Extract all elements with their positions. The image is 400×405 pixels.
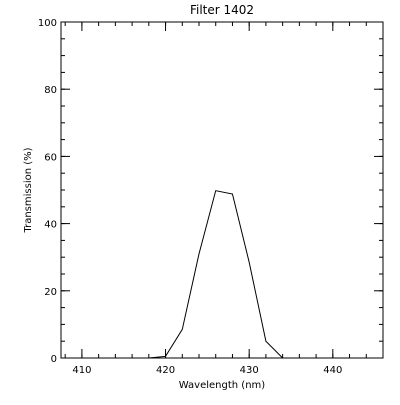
y-tick-label: 80 bbox=[44, 85, 57, 96]
y-tick-label: 100 bbox=[38, 18, 57, 29]
x-axis-label: Wavelength (nm) bbox=[179, 380, 265, 391]
transmission-line bbox=[148, 190, 291, 359]
plot-frame bbox=[60, 21, 384, 359]
y-axis-label: Transmission (%) bbox=[23, 147, 34, 233]
x-tick-label: 410 bbox=[72, 365, 91, 376]
y-tick-label: 40 bbox=[44, 220, 57, 231]
x-tick-label: 440 bbox=[323, 365, 342, 376]
y-tick-label: 0 bbox=[51, 354, 57, 365]
y-tick-label: 60 bbox=[44, 152, 57, 163]
x-tick-label: 430 bbox=[240, 365, 259, 376]
chart-title: Filter 1402 bbox=[190, 3, 254, 17]
x-tick-label: 420 bbox=[156, 365, 175, 376]
y-tick-label: 20 bbox=[44, 287, 57, 298]
